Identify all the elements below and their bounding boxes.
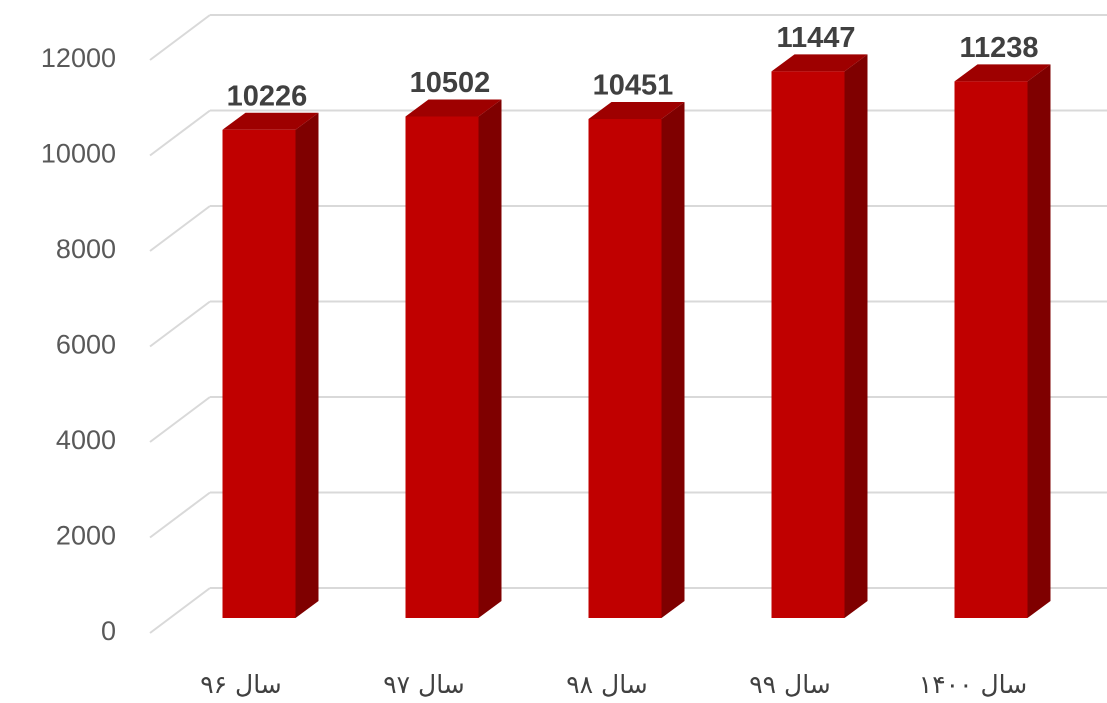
data-label: 11447 xyxy=(776,22,855,54)
grid-line xyxy=(149,587,211,634)
bar-top xyxy=(588,101,685,119)
data-label: 11238 xyxy=(959,32,1038,64)
x-tick-label: سال ۹۷ xyxy=(383,670,465,699)
y-tick-label: 8000 xyxy=(56,234,116,264)
bar xyxy=(405,99,502,619)
bar-side xyxy=(1027,64,1051,618)
grid-line xyxy=(149,205,211,252)
grid-line xyxy=(149,396,211,443)
grid-line xyxy=(149,14,211,61)
bar-side xyxy=(478,99,502,619)
bar-top xyxy=(405,99,502,117)
bar-top xyxy=(771,54,868,72)
bar xyxy=(588,101,685,619)
grid-line xyxy=(149,300,211,348)
x-tick-label: سال ۹۶ xyxy=(200,670,282,699)
bar-front xyxy=(222,129,296,618)
bar-side xyxy=(661,101,685,619)
bar xyxy=(222,112,319,619)
x-tick-label: سال ۹۸ xyxy=(566,670,648,699)
grid-line xyxy=(149,109,211,157)
bar xyxy=(771,54,868,618)
grid-line xyxy=(149,491,211,539)
bar-top xyxy=(222,112,319,130)
bar-top xyxy=(954,64,1051,82)
y-tick-label: 10000 xyxy=(41,139,116,169)
bar-front xyxy=(954,81,1028,618)
y-tick-label: 0 xyxy=(101,616,116,646)
data-label: 10226 xyxy=(227,80,308,112)
data-label: 10502 xyxy=(410,67,491,99)
bar-side xyxy=(844,54,868,618)
x-tick-label: سال ۱۴۰۰ xyxy=(919,670,1027,699)
x-tick-label: سال ۹۹ xyxy=(749,670,831,699)
bar-front xyxy=(771,71,845,618)
bar-front xyxy=(405,116,479,618)
y-tick-label: 4000 xyxy=(56,425,116,455)
y-tick-label: 12000 xyxy=(41,43,116,73)
y-tick-label: 2000 xyxy=(56,521,116,551)
data-label: 10451 xyxy=(593,70,674,102)
bar-side xyxy=(295,112,319,619)
bar-front xyxy=(588,118,662,618)
bar xyxy=(954,64,1051,618)
y-tick-label: 6000 xyxy=(56,330,116,360)
